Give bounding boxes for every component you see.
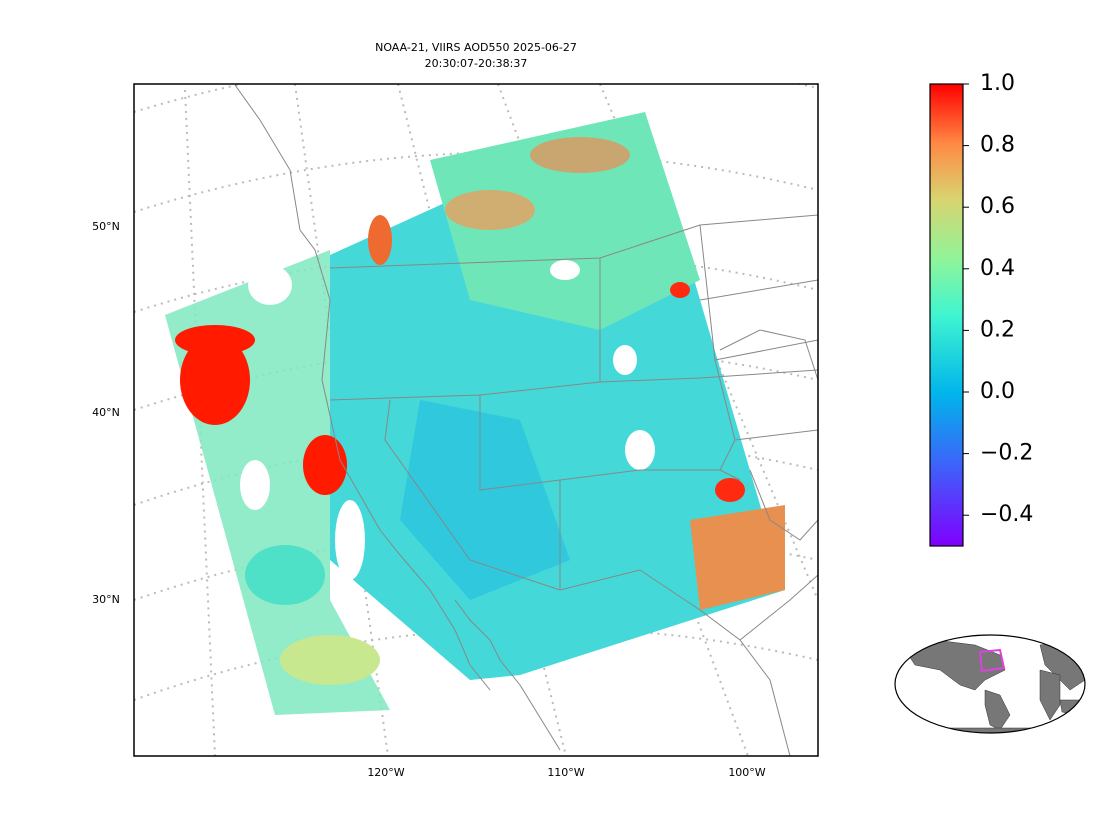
lon-label: 100°W: [728, 766, 765, 779]
aerosol-patch: [180, 335, 250, 425]
swath-fill: [400, 400, 570, 600]
graticule: [294, 84, 389, 756]
colorbar-tick-label: −0.2: [980, 441, 1033, 466]
lon-label: 120°W: [367, 766, 404, 779]
aerosol-patch: [690, 505, 785, 610]
colorbar-tick-label: 1.0: [980, 71, 1015, 96]
aerosol-patch: [715, 478, 745, 502]
lat-label: 50°N: [92, 220, 120, 233]
border: [329, 214, 818, 269]
graticule: [134, 529, 818, 601]
aerosol-patch: [530, 137, 630, 173]
map-frame: [133, 83, 819, 757]
data-gap: [240, 460, 270, 510]
aerosol-patch: [280, 635, 380, 685]
graticule: [134, 151, 818, 213]
coastline: [454, 599, 521, 686]
colorbar-tick-label: 0.6: [980, 194, 1015, 219]
coastline: [234, 84, 491, 691]
subtitle: 20:30:07-20:38:37: [425, 57, 528, 70]
data-gap: [248, 265, 292, 305]
colorbar-tick-label: 0.4: [980, 256, 1015, 281]
globe-outline: [894, 634, 1086, 734]
title: NOAA-21, VIIRS AOD550 2025-06-27: [375, 41, 577, 54]
swath-fill: [430, 112, 700, 330]
aerosol-patch: [670, 282, 690, 298]
aod-swath: [165, 112, 785, 715]
globe-land: [919, 727, 1061, 733]
colorbar-tick-label: 0.2: [980, 317, 1015, 342]
data-gap: [625, 430, 655, 470]
inset-globe: [894, 634, 1086, 734]
colorbar-tick-label: 0.0: [980, 379, 1015, 404]
aerosol-patch: [303, 435, 347, 495]
data-gap: [550, 260, 580, 280]
coastline: [519, 574, 818, 756]
lat-label: 30°N: [92, 593, 120, 606]
graticule: [134, 251, 818, 313]
swath-fill: [245, 545, 325, 605]
aerosol-patch: [445, 190, 535, 230]
colorbar-gradient: [929, 83, 964, 547]
data-gap: [613, 345, 637, 375]
aerosol-patch: [368, 215, 392, 265]
data-gap: [335, 500, 365, 580]
swath-locator: [978, 648, 1006, 673]
aerosol-patch: [175, 325, 255, 355]
lat-label: 40°N: [92, 406, 120, 419]
lon-label: 110°W: [547, 766, 584, 779]
colorbar-tick-label: −0.4: [980, 502, 1033, 527]
border: [329, 224, 818, 611]
border: [719, 329, 818, 541]
map-area: [134, 84, 818, 756]
colorbar-tick-label: 0.8: [980, 133, 1015, 158]
globe-land: [1039, 669, 1061, 721]
graticule: [134, 84, 818, 113]
colorbar: −0.4 −0.2 0.0 0.2 0.4 0.6 0.8 1.0: [929, 71, 1033, 547]
